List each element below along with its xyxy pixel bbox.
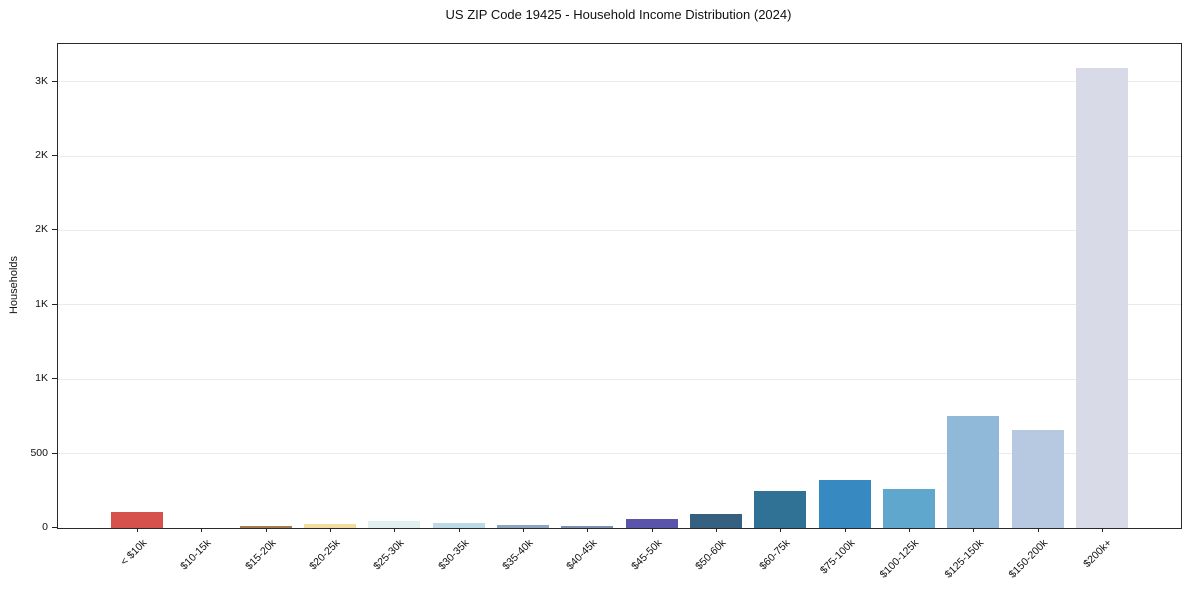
x-tick-mark-6 (458, 528, 460, 532)
x-tick-label-2: $10-15k (178, 537, 214, 573)
bar-45-50k (625, 518, 678, 528)
x-tick-mark-12 (844, 528, 846, 532)
y-tick-label-1500: 1K (35, 297, 48, 310)
gridline-y-500 (58, 453, 1181, 455)
bar-30-35k (432, 522, 485, 528)
x-tick-mark-2 (201, 528, 203, 532)
bar-150-200k (1011, 429, 1064, 528)
bar-35-40k (496, 524, 549, 528)
x-tick-label-5: $25-30k (371, 537, 407, 573)
bar-75-100k (818, 480, 871, 528)
y-tick-label-2000: 2K (35, 223, 48, 236)
x-tick-mark-1 (137, 528, 138, 532)
chart-title: US ZIP Code 19425 - Household Income Dis… (445, 7, 792, 22)
x-tick-label-12: $75-100k (817, 537, 858, 577)
y-tick-mark-1500 (52, 303, 57, 305)
bar-25-30k (368, 520, 421, 528)
plot-area (57, 43, 1182, 529)
x-tick-label-14: $125-150k (942, 537, 986, 581)
gridline-y-1500 (58, 304, 1181, 306)
bar-40-45k (561, 525, 614, 528)
x-tick-mark-4 (329, 528, 331, 532)
gridline-y-3000 (58, 81, 1181, 83)
y-tick-mark-3000 (52, 80, 57, 82)
gridline-y-1000 (58, 378, 1181, 380)
x-tick-label-3: $15-20k (242, 537, 279, 573)
bar-60-75k (754, 490, 807, 528)
x-tick-label-11: $60-75k (757, 537, 793, 573)
x-tick-label-6: $30-35k (435, 537, 472, 573)
y-tick-label-500: 500 (30, 446, 48, 459)
x-tick-label-10: $50-60k (693, 537, 729, 573)
y-tick-mark-1000 (52, 378, 57, 380)
gridline-y-2000 (58, 229, 1181, 231)
x-tick-mark-3 (265, 528, 267, 532)
x-tick-mark-8 (587, 528, 589, 532)
y-tick-mark-500 (52, 452, 57, 454)
x-tick-label-8: $40-45k (564, 537, 600, 573)
x-tick-mark-10 (715, 528, 717, 532)
y-tick-mark-2500 (52, 155, 57, 157)
x-tick-mark-9 (651, 528, 653, 532)
y-tick-label-2500: 2K (35, 149, 48, 162)
gridline-y-2500 (58, 155, 1181, 157)
x-tick-label-1: < $10k (118, 537, 150, 568)
y-tick-mark-2000 (52, 229, 57, 231)
x-tick-mark-5 (394, 528, 396, 532)
bar-100-125k (882, 489, 935, 528)
x-tick-mark-14 (973, 528, 975, 532)
bar-15-20k (239, 525, 292, 528)
x-tick-label-9: $45-50k (628, 537, 665, 573)
x-tick-mark-15 (1037, 528, 1039, 532)
bar-125-150k (947, 416, 1000, 528)
x-tick-label-4: $20-25k (307, 537, 343, 573)
x-tick-label-16: $200k+ (1081, 537, 1115, 571)
x-tick-label-13: $100-125k (877, 537, 922, 581)
x-tick-label-7: $35-40k (500, 537, 536, 573)
bar-10k (111, 512, 163, 528)
y-tick-mark-0 (52, 527, 57, 528)
bar-200k (1075, 68, 1128, 528)
y-tick-label-1000: 1K (35, 372, 48, 385)
bar-50-60k (689, 514, 742, 528)
x-tick-label-15: $150-200k (1006, 537, 1051, 581)
x-tick-mark-7 (522, 528, 524, 532)
x-tick-mark-11 (780, 528, 782, 532)
x-tick-mark-16 (1101, 528, 1103, 532)
bar-20-25k (303, 524, 356, 528)
y-tick-label-3000: 3K (35, 74, 48, 87)
x-tick-mark-13 (908, 528, 910, 532)
y-tick-label-0: 0 (42, 521, 48, 533)
